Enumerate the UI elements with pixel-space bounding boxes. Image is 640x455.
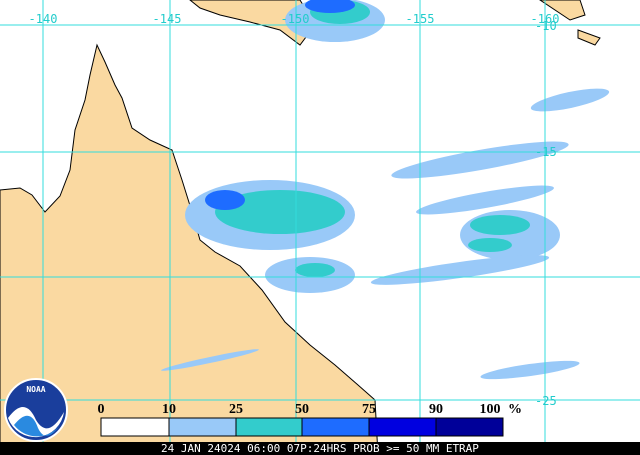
legend-label: 25: [229, 402, 243, 417]
footer-text: 24 JAN 24024 06:00 07P:24HRS PROB >= 50 …: [161, 442, 479, 455]
longitude-label: -140: [29, 12, 58, 26]
legend-label: 75: [362, 402, 376, 417]
longitude-label: -155: [406, 12, 435, 26]
land: [0, 43, 379, 455]
legend-label: 50: [295, 402, 309, 417]
longitude-label: -145: [153, 12, 182, 26]
longitude-label: -160: [531, 12, 560, 26]
latitude-label: -15: [535, 145, 557, 159]
latitude-label: -10: [535, 19, 557, 33]
graticule: [0, 0, 640, 442]
footer-bar: [0, 442, 640, 455]
legend: 0 10 25 50 75 90 100 %: [98, 402, 522, 437]
longitude-label: -150: [281, 12, 310, 26]
precip-areas: [161, 0, 610, 380]
legend-unit: %: [508, 402, 522, 417]
logo-text: NOAA: [26, 385, 45, 394]
latitude-label: -25: [535, 394, 557, 408]
legend-label: 90: [429, 402, 443, 417]
legend-label: 10: [162, 402, 176, 417]
legend-label: 100: [480, 402, 501, 417]
legend-label: 0: [98, 402, 105, 417]
logo: NOAA: [4, 378, 68, 442]
land: [539, 0, 601, 46]
